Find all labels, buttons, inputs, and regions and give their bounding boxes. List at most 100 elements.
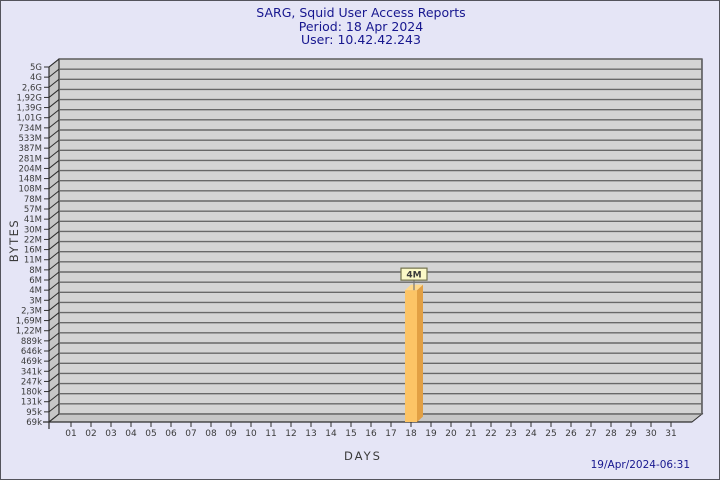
y-tick-label: 180k <box>21 388 42 398</box>
wall-diagonal <box>48 68 60 78</box>
floor-wall-3d <box>47 413 704 423</box>
bar-side-face <box>417 284 423 422</box>
x-tick-label: 01 <box>65 429 76 439</box>
x-tick-label: 04 <box>125 429 137 439</box>
wall-diagonal <box>48 210 60 220</box>
plot-panel <box>58 58 703 415</box>
wall-diagonal <box>48 58 60 68</box>
x-tick-label: 23 <box>505 429 516 439</box>
x-tick-label: 13 <box>305 429 316 439</box>
wall-diagonal <box>48 261 60 271</box>
wall-diagonal <box>48 99 60 108</box>
y-tick-label: 6M <box>29 276 42 286</box>
wall-diagonal <box>48 332 60 342</box>
y-tick-label: 1,01G <box>16 114 42 124</box>
wall-diagonal <box>48 352 60 362</box>
y-tick-label: 1,92G <box>16 93 42 103</box>
x-tick-label: 30 <box>645 429 657 439</box>
y-tick-label: 4M <box>29 286 42 296</box>
y-tick-label: 78M <box>24 195 42 205</box>
y-tick-label: 8M <box>29 266 42 276</box>
wall-diagonal <box>48 241 60 250</box>
y-tick-label: 69k <box>26 418 42 428</box>
wall-diagonal <box>48 190 60 200</box>
y-tick-label: 3M <box>29 296 42 306</box>
y-tick-label: 41M <box>24 215 42 225</box>
y-tick-label: 204M <box>18 164 42 174</box>
wall-diagonal <box>48 200 60 210</box>
wall-diagonal <box>48 342 60 352</box>
y-tick-label: 95k <box>26 408 42 418</box>
wall-diagonal <box>48 373 60 382</box>
y-tick-label: 131k <box>21 398 42 408</box>
chart-period: Period: 18 Apr 2024 <box>298 18 424 34</box>
wall-diagonal <box>48 413 60 423</box>
x-tick-label: 21 <box>465 429 476 439</box>
y-tick-label: 533M <box>18 134 42 144</box>
x-tick-label: 31 <box>665 429 676 439</box>
x-tick-label: 09 <box>225 429 237 439</box>
x-tick-label: 25 <box>545 429 556 439</box>
y-tick-label: 889k <box>21 337 42 347</box>
y-tick-label: 1,69M <box>16 317 42 327</box>
wall-diagonal <box>48 251 60 261</box>
chart-user: User: 10.42.42.243 <box>301 32 421 47</box>
x-tick-label: 26 <box>565 429 577 439</box>
wall-diagonal <box>48 170 60 179</box>
wall-diagonal <box>48 393 60 403</box>
wall-diagonal <box>48 302 60 311</box>
x-tick-label: 17 <box>385 429 396 439</box>
y-tick-label: 5G <box>30 63 42 73</box>
x-tick-label: 08 <box>205 429 217 439</box>
x-tick-label: 28 <box>605 429 617 439</box>
x-tick-label: 10 <box>245 429 257 439</box>
wall-diagonal <box>48 312 60 321</box>
x-tick-label: 22 <box>485 429 496 439</box>
wall-diagonal <box>48 160 60 169</box>
wall-diagonal <box>48 139 60 149</box>
y-tick-label: 734M <box>18 124 42 134</box>
x-tick-label: 11 <box>265 429 276 439</box>
wall-diagonal <box>48 362 60 372</box>
wall-diagonal <box>48 383 60 392</box>
y-tick-label: 108M <box>18 185 42 195</box>
y-tick-label: 2,3M <box>21 306 42 316</box>
y-tick-label: 148M <box>18 175 42 185</box>
y-tick-label: 281M <box>18 154 42 164</box>
wall-diagonal <box>48 403 60 413</box>
y-tick-label: 16M <box>24 246 42 256</box>
wall-diagonal <box>48 271 60 281</box>
x-tick-label: 02 <box>85 429 96 439</box>
wall-diagonal <box>48 291 60 301</box>
x-tick-label: 12 <box>285 429 296 439</box>
wall-diagonal <box>48 149 60 159</box>
wall-diagonal <box>48 129 60 139</box>
y-tick-label: 387M <box>18 144 42 154</box>
y-tick-label: 57M <box>24 205 42 215</box>
wall-diagonal <box>48 89 60 98</box>
report-generated-timestamp: 19/Apr/2024-06:31 <box>590 459 690 471</box>
y-tick-label: 646k <box>21 347 42 357</box>
x-tick-label: 18 <box>405 429 417 439</box>
x-tick-label: 05 <box>145 429 156 439</box>
chart-title-block: SARG, Squid User Access Reports Period: … <box>1 5 719 47</box>
y-tick-label: 30M <box>24 225 42 235</box>
y-tick-label: 2,6G <box>22 83 42 93</box>
x-tick-label: 16 <box>365 429 377 439</box>
x-tick-label: 27 <box>585 429 596 439</box>
x-tick-label: 14 <box>325 429 337 439</box>
x-tick-label: 19 <box>425 429 437 439</box>
wall-diagonal <box>48 109 60 119</box>
wall-diagonal <box>48 231 60 240</box>
x-tick-label: 15 <box>345 429 356 439</box>
wall-diagonal <box>48 281 60 291</box>
x-axis-title: DAYS <box>344 449 382 463</box>
wall-diagonal <box>48 180 60 190</box>
wall-diagonal <box>48 322 60 332</box>
y-tick-label: 11M <box>24 256 42 266</box>
chart-title: SARG, Squid User Access Reports <box>256 5 466 20</box>
wall-diagonal <box>48 119 60 129</box>
y-tick-label: 4G <box>30 73 42 83</box>
